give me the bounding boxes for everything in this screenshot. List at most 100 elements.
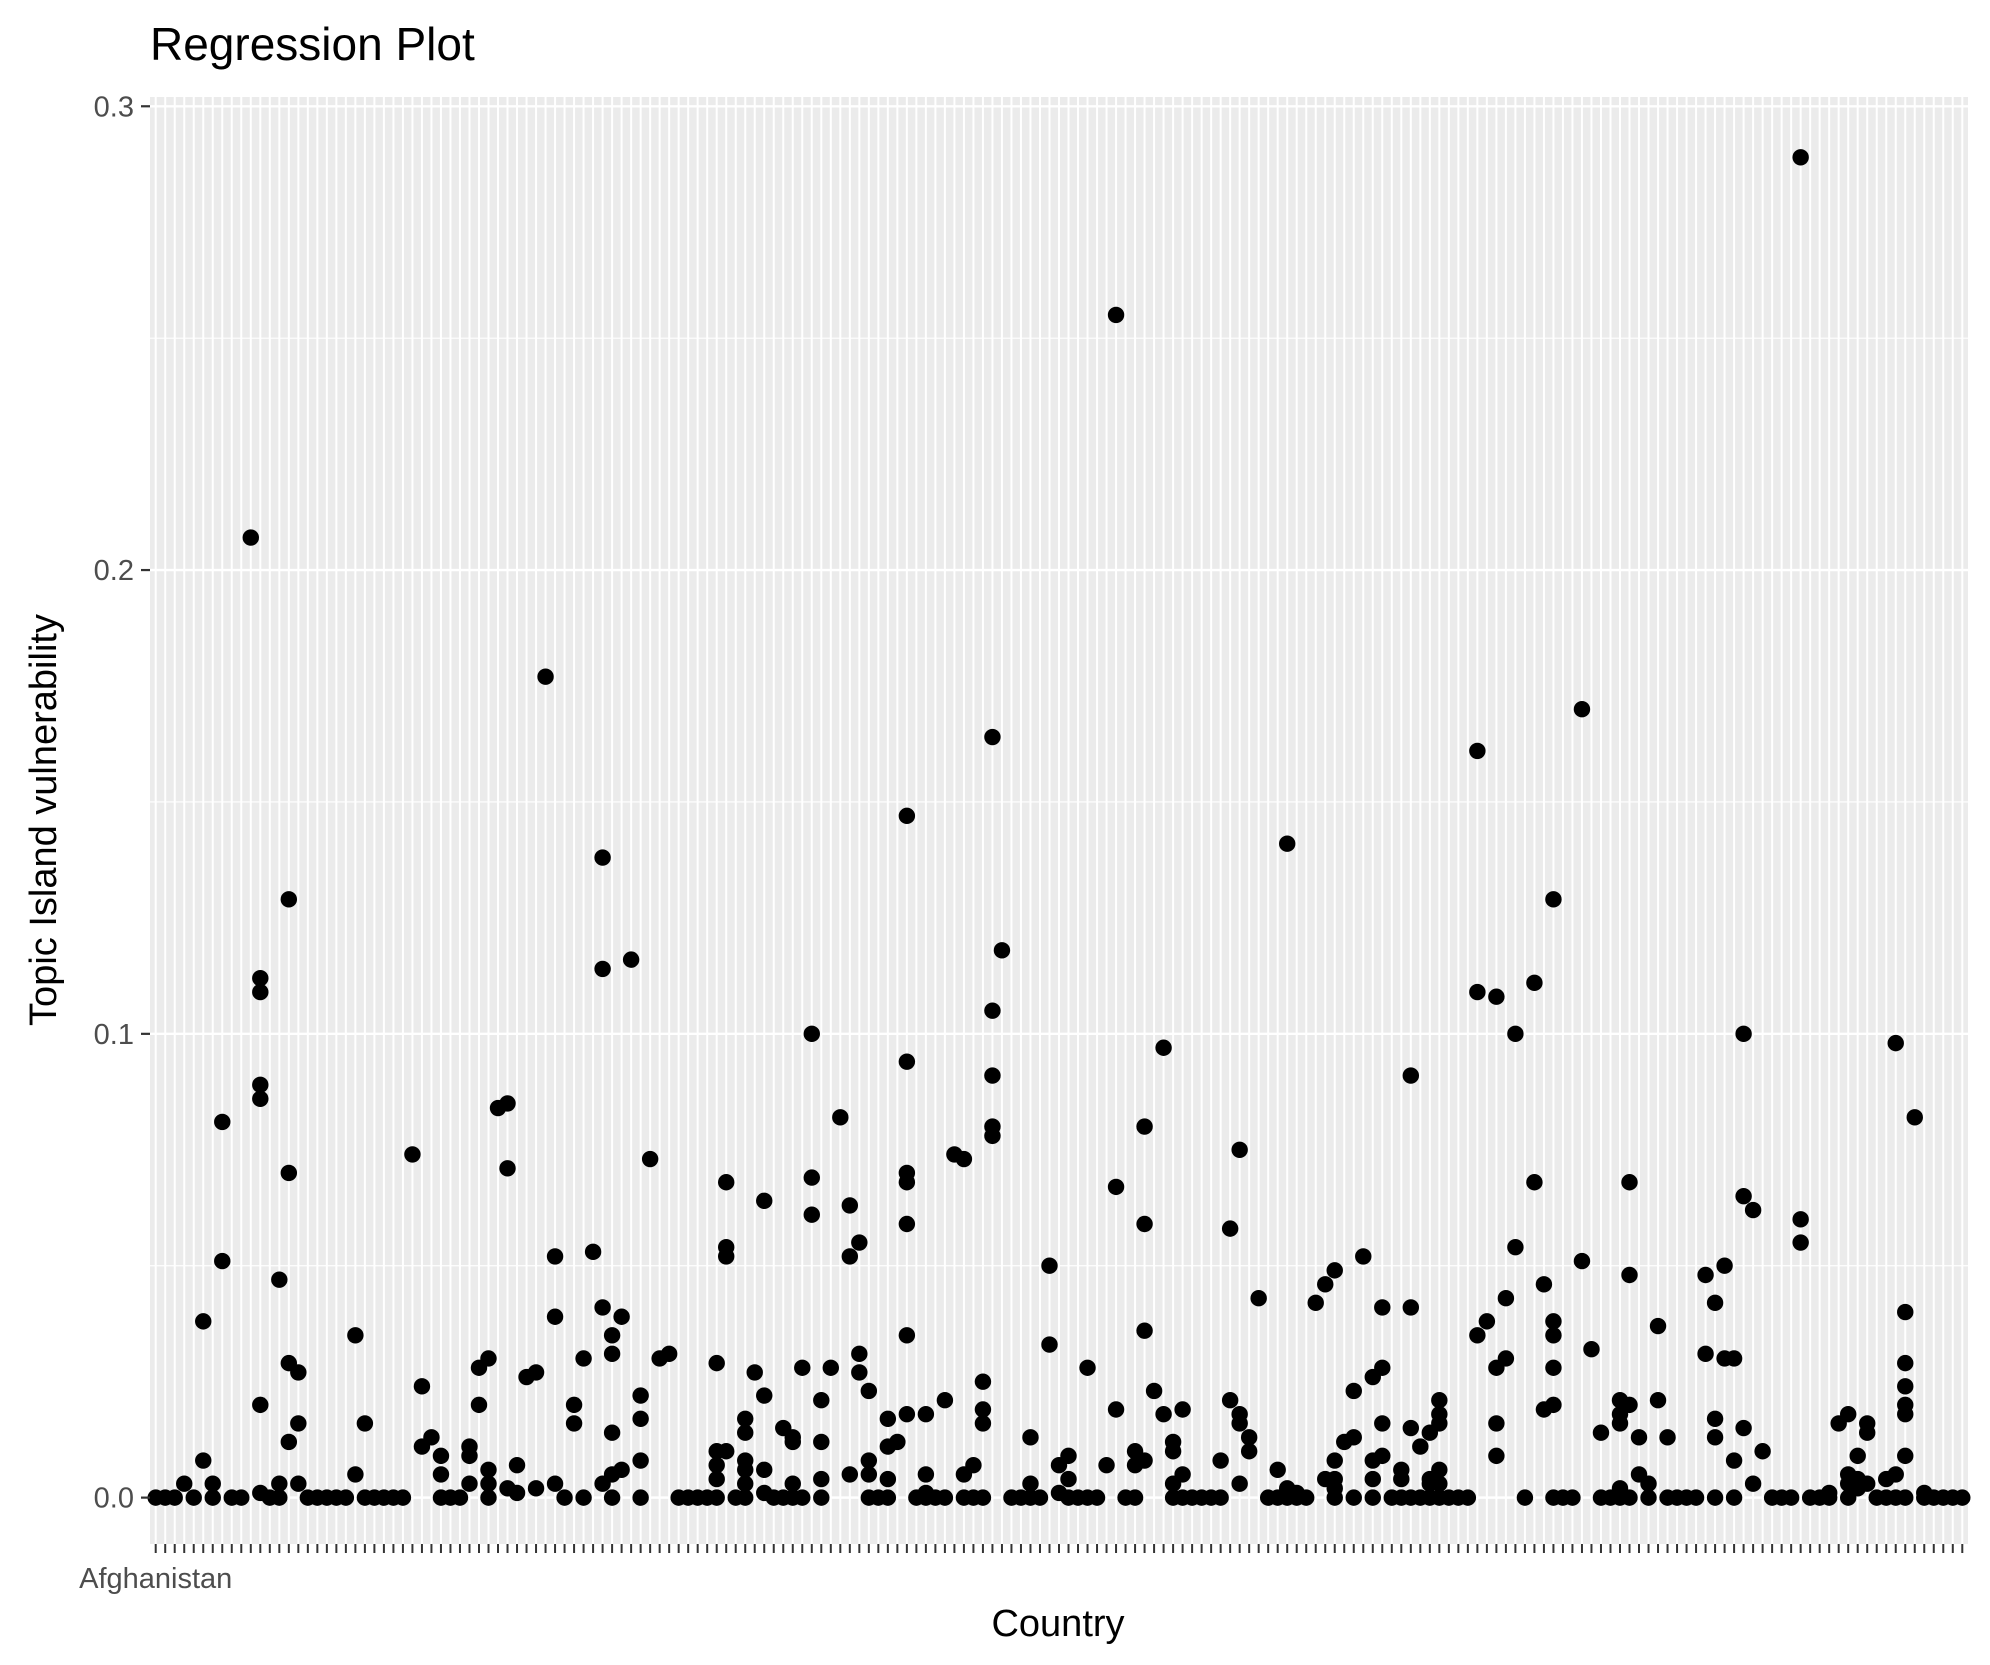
- data-point: [1488, 988, 1505, 1005]
- data-point: [432, 1447, 450, 1465]
- data-point: [1402, 1299, 1420, 1316]
- data-point: [537, 668, 554, 685]
- x-axis-title: Country: [991, 1603, 1124, 1645]
- data-point: [803, 1025, 820, 1043]
- data-point: [1412, 1438, 1429, 1455]
- data-point: [794, 1359, 811, 1376]
- data-point: [737, 1461, 754, 1478]
- data-point: [1174, 1466, 1191, 1483]
- point-layer: [147, 149, 1971, 1506]
- data-point: [1820, 1489, 1838, 1506]
- data-point: [1279, 835, 1296, 852]
- data-point: [1269, 1461, 1286, 1478]
- data-point: [984, 1127, 1001, 1145]
- data-point: [841, 1466, 859, 1483]
- data-point: [1098, 1456, 1115, 1474]
- data-point: [1145, 1382, 1163, 1400]
- data-point: [974, 1415, 992, 1432]
- data-point: [1897, 1378, 1914, 1395]
- data-point: [1725, 1350, 1743, 1367]
- data-point: [271, 1475, 288, 1492]
- data-point: [1345, 1489, 1362, 1506]
- data-point: [546, 1248, 564, 1265]
- data-point: [290, 1364, 307, 1381]
- data-point: [879, 1410, 897, 1427]
- data-point: [1164, 1443, 1182, 1460]
- data-point: [575, 1489, 592, 1506]
- data-point: [204, 1475, 221, 1492]
- data-point: [1859, 1424, 1876, 1441]
- data-point: [1212, 1452, 1229, 1469]
- data-point: [252, 983, 269, 1001]
- data-point: [1897, 1489, 1914, 1506]
- data-point: [1364, 1470, 1381, 1488]
- data-point: [860, 1382, 878, 1400]
- data-point: [813, 1489, 830, 1506]
- data-point: [1706, 1489, 1724, 1506]
- data-point: [204, 1489, 221, 1506]
- data-point: [1431, 1475, 1448, 1492]
- data-point: [917, 1466, 935, 1483]
- data-point: [1697, 1345, 1714, 1363]
- axis-layer: 0.0 0.1 0.2 0.3 Afghanistan: [79, 91, 1964, 1595]
- data-point: [594, 960, 611, 978]
- data-point: [1345, 1382, 1362, 1400]
- data-point: [1478, 1313, 1496, 1330]
- data-point: [936, 1392, 954, 1409]
- data-point: [1906, 1109, 1923, 1126]
- data-point: [584, 1243, 602, 1261]
- data-point: [575, 1350, 592, 1367]
- data-point: [233, 1489, 250, 1506]
- data-point: [1897, 1354, 1914, 1372]
- data-point: [1393, 1470, 1410, 1488]
- y-tick-label: 0.3: [94, 91, 134, 123]
- data-point: [290, 1475, 307, 1492]
- data-point: [1697, 1266, 1714, 1284]
- data-point: [737, 1410, 754, 1427]
- data-point: [499, 1160, 516, 1177]
- data-point: [1022, 1475, 1039, 1492]
- data-point: [1345, 1429, 1362, 1446]
- data-point: [1459, 1489, 1477, 1506]
- data-point: [347, 1327, 364, 1344]
- data-point: [252, 969, 269, 987]
- data-point: [1431, 1415, 1448, 1432]
- data-point: [1716, 1257, 1733, 1274]
- data-point: [613, 1461, 630, 1478]
- data-point: [546, 1475, 564, 1492]
- data-point: [660, 1345, 678, 1363]
- data-point: [432, 1466, 450, 1483]
- data-point: [1573, 1252, 1591, 1270]
- data-point: [1507, 1025, 1524, 1043]
- data-point: [603, 1489, 621, 1506]
- data-point: [242, 529, 259, 546]
- data-point: [603, 1327, 621, 1344]
- data-point: [737, 1489, 754, 1506]
- data-point: [1107, 1178, 1125, 1196]
- data-point: [1897, 1405, 1914, 1423]
- data-point: [1469, 742, 1486, 760]
- data-point: [271, 1271, 288, 1288]
- data-point: [1298, 1489, 1315, 1506]
- data-point: [461, 1447, 478, 1465]
- data-point: [718, 1248, 735, 1265]
- data-point: [1754, 1443, 1771, 1460]
- data-point: [1573, 700, 1591, 718]
- data-point: [1136, 1118, 1153, 1135]
- data-point: [832, 1109, 849, 1126]
- data-point: [632, 1410, 649, 1427]
- data-point: [603, 1424, 621, 1441]
- data-point: [1240, 1429, 1258, 1446]
- data-point: [974, 1489, 992, 1506]
- data-point: [1792, 1211, 1809, 1228]
- data-point: [1592, 1424, 1610, 1441]
- data-point: [394, 1489, 412, 1506]
- data-point: [632, 1387, 649, 1404]
- data-point: [841, 1248, 859, 1265]
- data-point: [974, 1401, 992, 1418]
- data-point: [1136, 1322, 1153, 1339]
- data-point: [470, 1396, 488, 1414]
- data-point: [993, 942, 1011, 959]
- data-point: [1231, 1475, 1248, 1492]
- data-point: [898, 1327, 916, 1344]
